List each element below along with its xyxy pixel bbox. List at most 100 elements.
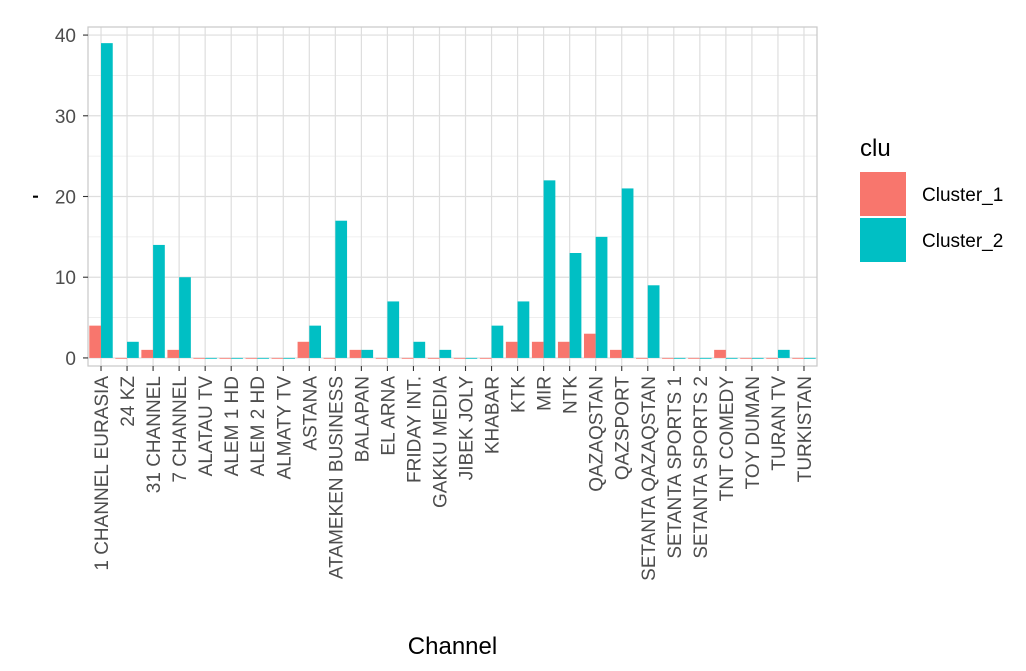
y-tick-label: 30: [55, 107, 76, 128]
x-tick-label: ASTANA: [300, 376, 321, 451]
bar-cluster-1-19: [583, 333, 596, 358]
bar-cluster-2-17: [543, 180, 556, 358]
bar-cluster-1-0: [89, 325, 102, 358]
bar-cluster-1-27: [792, 357, 804, 359]
x-tick-label: KHABAR: [483, 376, 504, 454]
bar-cluster-2-9: [335, 220, 348, 358]
legend: clu Cluster_1 Cluster_2: [860, 135, 1003, 262]
bar-cluster-1-16: [505, 341, 518, 358]
x-tick-label: TOY DUMAN: [743, 376, 764, 489]
x-tick-label: TNT COMEDY: [717, 376, 738, 502]
x-tick-label: GAKKU MEDIA: [430, 376, 451, 508]
x-tick-label: ATAMEKEN BUSINESS: [326, 376, 347, 579]
bar-cluster-2-8: [309, 325, 322, 358]
bar-cluster-1-17: [531, 341, 544, 358]
x-tick-label: TURAN TV: [769, 376, 790, 471]
bar-cluster-2-14: [465, 357, 478, 359]
bar-cluster-1-11: [375, 357, 388, 359]
bar-cluster-1-3: [167, 349, 180, 358]
x-tick-label: SETANTA SPORTS 2: [691, 376, 712, 559]
bar-cluster-2-26: [777, 349, 790, 358]
bar-cluster-1-4: [193, 357, 206, 359]
bar-cluster-2-12: [413, 341, 426, 358]
bar-cluster-2-2: [153, 244, 165, 358]
bar-cluster-1-12: [401, 357, 414, 359]
legend-title: clu: [860, 135, 891, 162]
bar-cluster-2-15: [491, 325, 504, 358]
bar-cluster-2-13: [439, 349, 452, 358]
bar-cluster-1-9: [323, 357, 336, 359]
bar-cluster-1-1: [115, 357, 128, 359]
bar-cluster-1-22: [662, 357, 674, 359]
bar-cluster-1-8: [297, 341, 310, 358]
x-tick-label: QAZAQSTAN: [587, 376, 608, 492]
x-tick-label: TURKISTAN: [795, 376, 816, 482]
y-tick-label: 20: [55, 188, 76, 209]
bar-cluster-1-26: [766, 357, 778, 359]
x-tick-label: 31 CHANNEL: [144, 376, 165, 493]
bar-cluster-2-24: [725, 357, 738, 359]
x-tick-label: JIBEK JOLY: [457, 376, 478, 481]
y-tick-label: 40: [55, 26, 76, 47]
bar-cluster-2-22: [673, 357, 686, 359]
bar-cluster-2-16: [517, 301, 530, 358]
axes: 0 10 20 30 40 1 CHANNEL EURASIA 24 KZ 31 CHANNE…: [12, 26, 818, 660]
bar-cluster-1-18: [557, 341, 570, 358]
x-tick-label: 24 KZ: [118, 376, 139, 427]
x-tick-label: NTK: [561, 376, 582, 414]
bar-cluster-2-5: [231, 357, 243, 359]
bar-cluster-2-23: [699, 357, 712, 359]
x-tick-label: ALEM 1 HD: [222, 376, 243, 476]
x-axis-title: Channel: [408, 633, 497, 660]
x-tick-label: ALEM 2 HD: [248, 376, 269, 476]
bar-cluster-2-20: [621, 188, 634, 358]
x-tick-label: 7 CHANNEL: [170, 376, 191, 483]
bar-cluster-1-14: [453, 357, 466, 359]
bar-cluster-2-27: [803, 357, 816, 359]
bar-cluster-1-7: [271, 357, 284, 359]
bar-cluster-2-0: [101, 43, 113, 358]
bar-cluster-2-21: [647, 285, 660, 358]
bar-cluster-1-24: [714, 349, 726, 358]
x-tick-label: KTK: [509, 376, 530, 413]
bar-cluster-1-5: [219, 357, 232, 359]
bar-cluster-2-1: [127, 341, 139, 358]
x-tick-label: 1 CHANNEL EURASIA: [92, 376, 113, 571]
bar-cluster-1-23: [688, 357, 700, 359]
bar-cluster-1-20: [610, 349, 622, 358]
y-tick-label: 0: [65, 349, 76, 370]
x-tick-label: ALATAU TV: [196, 376, 217, 477]
bar-cluster-1-25: [740, 357, 752, 359]
bar-cluster-2-10: [361, 349, 374, 358]
y-axis-title: Average minutes per day Q2 20: [12, 47, 39, 385]
x-tick-label: MIR: [535, 376, 556, 411]
y-tick-label: 10: [55, 268, 76, 289]
x-tick-label: BALAPAN: [352, 376, 373, 462]
legend-label-cluster-1: Cluster_1: [922, 185, 1003, 206]
bar-cluster-1-2: [141, 349, 154, 358]
bar-cluster-2-11: [387, 301, 400, 358]
bar-cluster-1-10: [349, 349, 362, 358]
x-tick-label: ALMATY TV: [274, 376, 295, 480]
bar-cluster-2-6: [257, 357, 269, 359]
bar-cluster-1-21: [636, 357, 648, 359]
legend-key-cluster-2: [860, 218, 906, 262]
bar-cluster-2-4: [205, 357, 217, 359]
bar-cluster-2-19: [595, 236, 608, 358]
x-tick-label: SETANTA QAZAQSTAN: [639, 376, 660, 581]
legend-key-cluster-1: [860, 172, 906, 216]
bar-cluster-2-25: [751, 357, 764, 359]
bar-cluster-2-7: [283, 357, 295, 359]
x-tick-label: SETANTA SPORTS 1: [665, 376, 686, 559]
bar-cluster-1-6: [245, 357, 258, 359]
x-tick-label: QAZSPORT: [613, 376, 634, 481]
x-tick-label: EL ARNA: [378, 376, 399, 456]
x-tick-label: FRIDAY INT.: [404, 376, 425, 483]
plot-panel: [88, 27, 817, 366]
legend-label-cluster-2: Cluster_2: [922, 231, 1003, 252]
bar-cluster-2-3: [179, 277, 191, 358]
bars: [89, 43, 816, 359]
bar-cluster-1-13: [427, 357, 440, 359]
